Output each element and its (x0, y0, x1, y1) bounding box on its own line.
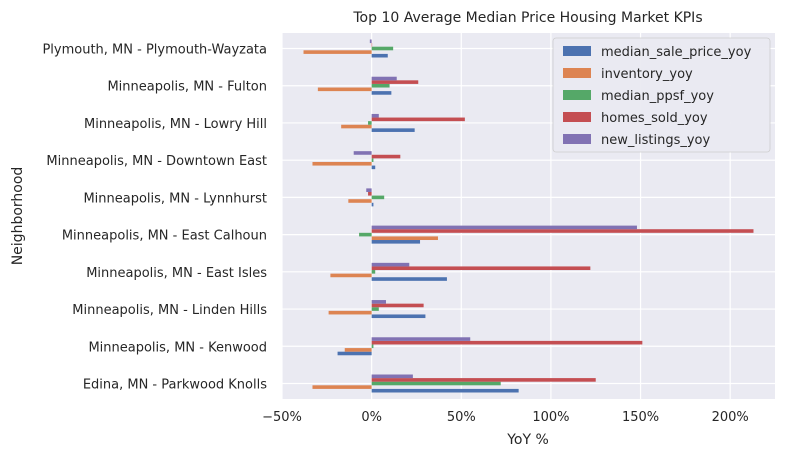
bar-median_sale_price_yoy (371, 277, 447, 281)
bar-homes_sold_yoy (371, 229, 754, 233)
y-tick-labels: Edina, MN - Parkwood Knolls Minneapolis, … (42, 43, 267, 393)
bar-inventory_yoy (344, 348, 372, 352)
bar-homes_sold_yoy (371, 154, 401, 159)
bars (303, 39, 754, 393)
bar-median_ppsf_yoy (371, 270, 376, 274)
bar-homes_sold_yoy (371, 80, 419, 84)
x-tick-label: 50% (447, 410, 476, 425)
bar-new_listings_yoy (371, 113, 379, 118)
bar-median_ppsf_yoy (371, 46, 394, 51)
x-tick-label: 0% (361, 410, 382, 425)
bar-median_sale_price_yoy (371, 165, 376, 170)
legend-label: median_ppsf_yoy (601, 89, 714, 104)
bar-median_sale_price_yoy (371, 91, 392, 95)
y-tick-label: Minneapolis, MN - Lynnhurst (83, 191, 267, 206)
bar-new_listings_yoy (366, 188, 372, 192)
y-tick-label: Minneapolis, MN - East Isles (86, 266, 267, 281)
bar-inventory_yoy (348, 199, 372, 203)
legend-box (552, 37, 771, 153)
bar-median_ppsf_yoy (359, 232, 372, 237)
bar-homes_sold_yoy (371, 43, 373, 47)
x-tick-label: 150% (622, 410, 659, 425)
x-tick-label: −50% (262, 410, 302, 425)
y-tick-label: Plymouth, MN - Plymouth-Wayzata (42, 43, 267, 58)
bar-new_listings_yoy (371, 300, 386, 304)
bar-median_sale_price_yoy (371, 53, 388, 58)
bar-inventory_yoy (341, 124, 372, 129)
bar-inventory_yoy (371, 236, 438, 241)
bar-median_ppsf_yoy (371, 344, 374, 349)
bar-median_ppsf_yoy (371, 83, 390, 88)
x-tick-labels: −50% 0% 50% 100% 150% 200% (262, 410, 749, 425)
legend: median_sale_price_yoy inventory_yoymedian… (552, 37, 771, 153)
grid-lines (281, 33, 775, 399)
bar-new_listings_yoy (369, 39, 372, 44)
legend-swatch (563, 134, 591, 144)
y-tick-label: Minneapolis, MN - Lowry Hill (84, 117, 267, 132)
bar-new_listings_yoy (371, 225, 637, 230)
legend-swatch (563, 112, 591, 122)
bar-median_sale_price_yoy (337, 351, 372, 356)
y-tick-label: Edina, MN - Parkwood Knolls (83, 378, 267, 393)
bar-new_listings_yoy (371, 76, 397, 81)
bar-new_listings_yoy (371, 374, 413, 379)
x-tick-label: 200% (712, 410, 749, 425)
bar-homes_sold_yoy (371, 303, 424, 308)
bar-new_listings_yoy (371, 262, 410, 267)
bar-median_ppsf_yoy (371, 307, 379, 311)
y-tick-label: Minneapolis, MN - Fulton (107, 80, 267, 95)
x-tick-label: 100% (532, 410, 569, 425)
bar-homes_sold_yoy (371, 266, 591, 271)
bar-new_listings_yoy (353, 151, 372, 155)
legend-label: inventory_yoy (601, 67, 693, 82)
bar-median_sale_price_yoy (371, 388, 519, 393)
chart-title: Top 10 Average Median Price Housing Mark… (352, 10, 702, 26)
bar-homes_sold_yoy (371, 117, 465, 122)
bar-inventory_yoy (330, 273, 372, 278)
bar-inventory_yoy (317, 87, 372, 92)
y-tick-label: Minneapolis, MN - Kenwood (88, 340, 267, 355)
bar-homes_sold_yoy (371, 378, 596, 382)
y-tick-label: Minneapolis, MN - Downtown East (46, 154, 267, 169)
bar-inventory_yoy (328, 310, 372, 315)
legend-label: homes_sold_yoy (601, 111, 708, 126)
legend-swatch (563, 68, 591, 78)
bar-homes_sold_yoy (371, 340, 643, 345)
x-axis-label: YoY % (506, 432, 549, 448)
bar-inventory_yoy (303, 50, 372, 54)
bar-homes_sold_yoy (368, 191, 372, 196)
bar-median_ppsf_yoy (368, 121, 372, 125)
y-axis-label: Neighborhood (10, 167, 26, 266)
legend-label: median_sale_price_yoy (601, 45, 752, 60)
legend-swatch (563, 46, 591, 56)
bar-inventory_yoy (312, 385, 372, 389)
bar-median_sale_price_yoy (371, 314, 426, 319)
bar-median_sale_price_yoy (371, 128, 415, 132)
legend-label: new_listings_yoy (601, 133, 710, 148)
bar-median_ppsf_yoy (371, 195, 385, 200)
bar-inventory_yoy (312, 161, 372, 166)
bar-median_ppsf_yoy (371, 158, 374, 162)
legend-swatch (563, 90, 591, 100)
bar-median_sale_price_yoy (371, 202, 374, 207)
bar-median_sale_price_yoy (371, 240, 421, 244)
y-tick-label: Minneapolis, MN - East Calhoun (62, 229, 267, 244)
y-tick-label: Minneapolis, MN - Linden Hills (72, 303, 267, 318)
bar-median_ppsf_yoy (371, 381, 501, 386)
bar-new_listings_yoy (371, 337, 471, 341)
